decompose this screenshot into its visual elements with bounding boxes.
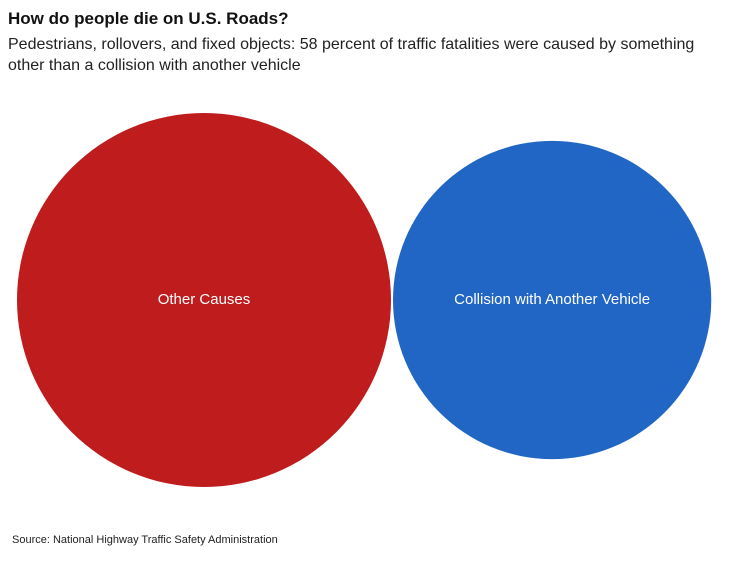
bubble-0 <box>17 113 391 487</box>
bubble-1 <box>393 140 712 460</box>
bubble-group: Other Causes Collision with Another Vehic… <box>17 113 712 487</box>
chart-subtitle: Pedestrians, rollovers, and fixed object… <box>8 36 695 74</box>
source-note: Source: National Highway Traffic Safety … <box>12 534 278 546</box>
bubble-label-0: Other Causes <box>158 291 251 308</box>
chart-title: How do people die on U.S. Roads? <box>8 9 289 28</box>
bubble-label-1: Collision with Another Vehicle <box>454 291 650 308</box>
chart-header: How do people die on U.S. Roads? Pedestr… <box>8 8 723 76</box>
